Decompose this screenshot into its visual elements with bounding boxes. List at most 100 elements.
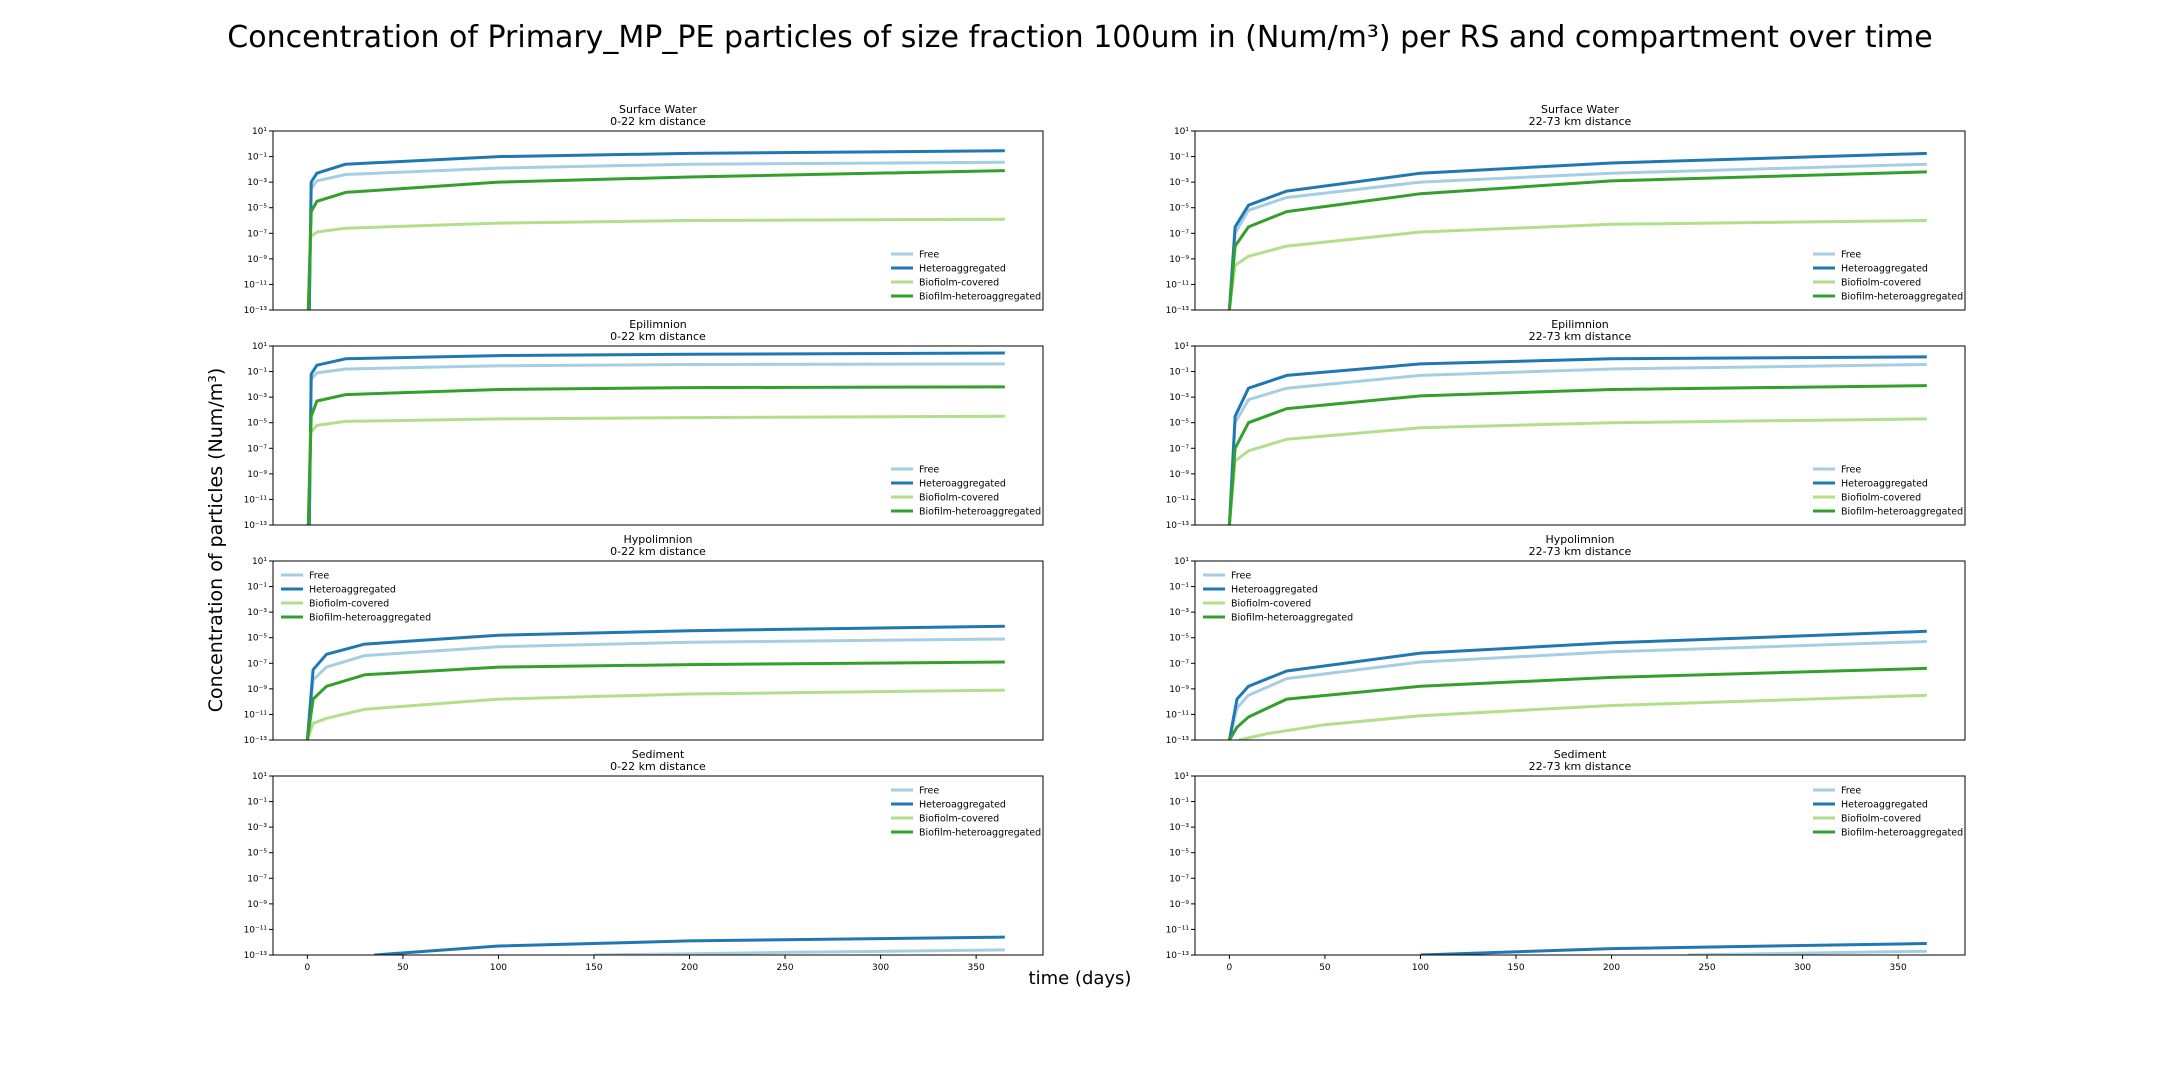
subplot-subtitle: 0-22 km distance: [610, 760, 706, 773]
legend-label: Heteroaggregated: [919, 264, 1006, 275]
series-line: [307, 160, 1005, 310]
legend-label: Biofiolm-covered: [1231, 599, 1311, 610]
legend-label: Biofiolm-covered: [309, 599, 389, 610]
y-tick-label: 10⁻⁹: [247, 685, 267, 695]
x-tick-label: 200: [1603, 963, 1620, 973]
y-tick-label: 10⁻⁷: [1169, 444, 1189, 454]
x-tick-label: 50: [397, 963, 409, 973]
y-tick-label: 10⁻¹: [1169, 153, 1189, 163]
y-tick-label: 10⁻⁵: [1169, 634, 1189, 644]
y-tick-label: 10¹: [1174, 557, 1189, 567]
y-tick-label: 10⁻³: [247, 823, 267, 833]
series-line: [306, 414, 1005, 525]
plot-frame: [1194, 560, 1966, 741]
subplot-title: Epilimnion: [1551, 318, 1609, 331]
series-line: [374, 935, 1005, 955]
series-line: [1227, 640, 1927, 740]
y-tick-label: 10⁻⁵: [1169, 419, 1189, 429]
figure-title: Concentration of Primary_MP_PE particles…: [227, 20, 1933, 55]
y-tick-label: 10⁻¹³: [1166, 521, 1190, 531]
legend-label: Free: [309, 571, 329, 582]
plot-frame: [272, 775, 1044, 956]
x-tick-label: 250: [1698, 963, 1715, 973]
series-line: [1227, 384, 1927, 525]
subplot-subtitle: 0-22 km distance: [610, 545, 706, 558]
y-tick-label: 10⁻¹: [247, 798, 267, 808]
x-tick-label: 250: [776, 963, 793, 973]
y-tick-label: 10⁻¹³: [244, 736, 268, 746]
series-line: [1227, 151, 1927, 310]
y-tick-label: 10⁻⁷: [247, 229, 267, 239]
legend-label: Heteroaggregated: [1841, 800, 1928, 811]
y-tick-label: 10⁻⁷: [1169, 229, 1189, 239]
plot-frame: [272, 560, 1044, 741]
y-tick-label: 10⁻⁹: [247, 255, 267, 265]
x-tick-label: 150: [585, 963, 602, 973]
y-tick-label: 10⁻¹³: [244, 951, 268, 961]
y-tick-label: 10⁻³: [1169, 178, 1189, 188]
legend-label: Biofilm-heteroaggregated: [919, 507, 1041, 518]
series-line: [305, 637, 1005, 740]
series-line: [305, 624, 1005, 740]
subplot-subtitle: 22-73 km distance: [1529, 115, 1632, 128]
y-tick-label: 10⁻³: [247, 608, 267, 618]
legend-label: Free: [919, 786, 939, 797]
series-line: [1227, 417, 1927, 525]
series-line: [1420, 942, 1927, 955]
series-line: [1227, 219, 1927, 310]
subplot-subtitle: 0-22 km distance: [610, 330, 706, 343]
legend-label: Biofiolm-covered: [1841, 493, 1921, 504]
legend-label: Heteroaggregated: [1231, 585, 1318, 596]
x-tick-label: 100: [1412, 963, 1429, 973]
y-tick-label: 10⁻⁷: [1169, 874, 1189, 884]
x-tick-label: 150: [1507, 963, 1524, 973]
y-tick-label: 10⁻⁹: [1169, 470, 1189, 480]
legend-label: Biofilm-heteroaggregated: [1841, 292, 1963, 303]
subplot-title: Surface Water: [619, 103, 697, 116]
x-tick-label: 0: [305, 963, 311, 973]
legend-label: Biofiolm-covered: [919, 493, 999, 504]
legend-label: Heteroaggregated: [919, 479, 1006, 490]
y-tick-label: 10⁻⁵: [247, 634, 267, 644]
subplot-subtitle: 22-73 km distance: [1529, 330, 1632, 343]
x-tick-label: 100: [490, 963, 507, 973]
plot-frame: [272, 345, 1044, 526]
y-tick-label: 10¹: [252, 127, 267, 137]
x-axis-label: time (days): [1028, 968, 1132, 989]
y-tick-label: 10⁻¹: [1169, 798, 1189, 808]
y-tick-label: 10⁻³: [1169, 608, 1189, 618]
legend-label: Biofilm-heteroaggregated: [1841, 507, 1963, 518]
y-tick-label: 10⁻⁵: [1169, 849, 1189, 859]
series-line: [307, 351, 1005, 525]
legend-label: Biofilm-heteroaggregated: [1841, 828, 1963, 839]
y-tick-label: 10⁻¹: [247, 583, 267, 593]
y-tick-label: 10⁻¹¹: [244, 710, 268, 720]
y-tick-label: 10⁻³: [1169, 393, 1189, 403]
legend-label: Heteroaggregated: [1841, 264, 1928, 275]
y-tick-label: 10⁻³: [247, 393, 267, 403]
y-tick-label: 10⁻⁷: [247, 874, 267, 884]
subplot-title: Sediment: [1554, 748, 1607, 761]
series-line: [305, 688, 1005, 740]
legend-label: Heteroaggregated: [1841, 479, 1928, 490]
legend-label: Heteroaggregated: [309, 585, 396, 596]
y-tick-label: 10⁻¹³: [1166, 951, 1190, 961]
y-tick-label: 10⁻⁷: [1169, 659, 1189, 669]
series-line: [1227, 363, 1927, 525]
series-line: [1687, 949, 1927, 955]
y-tick-label: 10⁻³: [1169, 823, 1189, 833]
series-line: [593, 948, 1005, 955]
subplot-title: Surface Water: [1541, 103, 1619, 116]
legend-label: Biofiolm-covered: [1841, 814, 1921, 825]
legend-label: Biofiolm-covered: [1841, 278, 1921, 289]
y-tick-label: 10⁻¹¹: [244, 280, 268, 290]
series-line: [307, 149, 1005, 310]
y-tick-label: 10⁻¹³: [1166, 736, 1190, 746]
y-tick-label: 10⁻¹³: [244, 521, 268, 531]
